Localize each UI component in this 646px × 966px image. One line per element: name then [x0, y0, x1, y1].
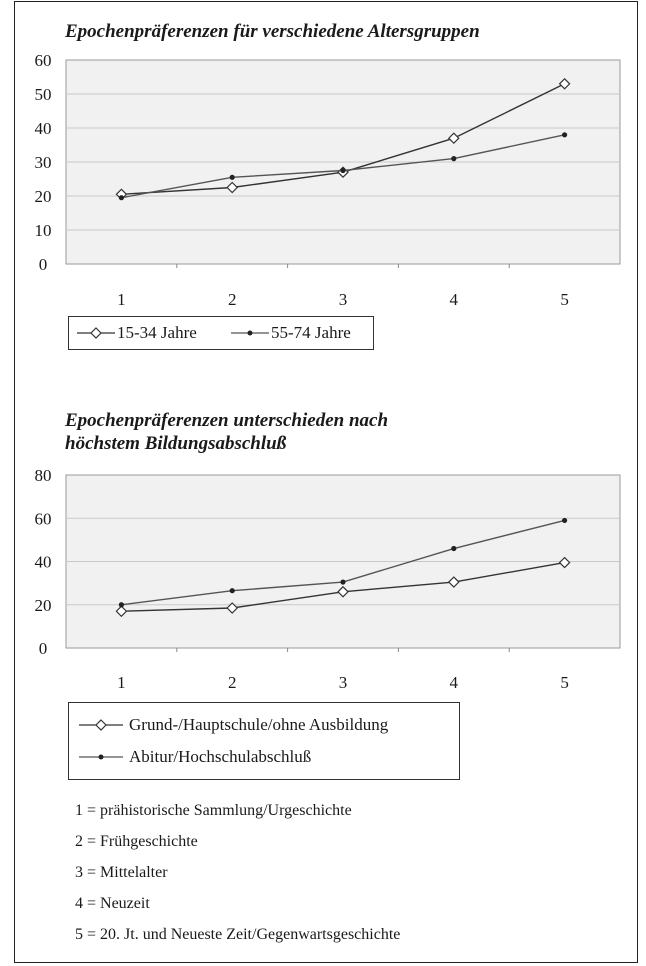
chart1-plot: 0 10 20 30 40 50 60 1 2 3 4 5: [35, 51, 621, 309]
chart2-series-2-point: [562, 517, 568, 524]
chart1-legend-label-1: 15-34 Jahre: [117, 323, 197, 342]
note-2: 2 = Frühgeschichte: [75, 833, 198, 850]
note-3: 3 = Mittelalter: [75, 864, 168, 881]
chart2-legend-item-2: Abitur/Hochschulabschluß: [77, 747, 311, 767]
chart2-x-tick-label: 3: [339, 673, 348, 692]
chart1-x-tick-label: 5: [560, 290, 569, 309]
chart2-plot: 0 20 40 60 80 1 2 3 4 5: [35, 466, 621, 692]
chart2-x-tick-label: 4: [450, 673, 459, 692]
chart1-series-1-point: [558, 77, 571, 90]
chart1-x-tick-label: 3: [339, 290, 348, 309]
chart1-x-tick-label: 2: [228, 290, 237, 309]
chart1-series-2-point: [562, 132, 568, 138]
chart2-x-tick-label: 1: [117, 673, 126, 692]
chart1-y-tick-label: 20: [35, 187, 52, 206]
chart2-y-tick-label: 80: [35, 466, 52, 485]
chart1-y-tick-label: 40: [35, 119, 52, 138]
chart2-series-1-point: [115, 605, 128, 618]
chart2-series-1-point: [337, 585, 349, 598]
figure-frame: [14, 1, 638, 963]
chart2-series-2-point: [118, 602, 124, 608]
chart1-legend-item-2: 55-74 Jahre: [229, 323, 351, 343]
diamond-marker-icon: [79, 719, 123, 731]
chart2-series-2-point: [340, 579, 346, 585]
chart1-y-tick-label: 10: [35, 221, 52, 240]
chart1-legend-item-1: 15-34 Jahre: [75, 323, 197, 343]
chart2-series-2-point: [451, 545, 457, 552]
chart2-y-tick-label: 40: [35, 553, 52, 572]
chart1-y-tick-label: 60: [35, 51, 52, 70]
chart2-series-2-point: [229, 588, 235, 594]
note-1: 1 = prähistorische Sammlung/Urgeschichte: [75, 802, 352, 819]
chart1-series-1-point: [447, 132, 460, 145]
dot-marker-icon: [79, 754, 123, 760]
chart2-legend-label-2: Abitur/Hochschulabschluß: [129, 747, 312, 766]
chart2-legend-label-1: Grund-/Hauptschule/ohne Ausbildung: [129, 715, 389, 734]
chart2-x-tick-label: 5: [560, 673, 569, 692]
chart1-y-tick-label: 0: [39, 255, 48, 274]
chart2-x-tick-label: 2: [228, 673, 237, 692]
chart1-series-2-point: [451, 156, 457, 162]
chart1-x-tick-label: 4: [450, 290, 459, 309]
category-legend-notes: 1 = prähistorische Sammlung/Urgeschichte…: [75, 800, 400, 955]
chart2-y-tick-label: 0: [39, 639, 48, 658]
chart1-series-2-point: [118, 195, 124, 201]
chart1-y-tick-label: 50: [35, 85, 52, 104]
chart1-series-1-point: [226, 181, 239, 194]
chart1-title: Epochenpräferenzen für verschiedene Alte…: [65, 21, 480, 42]
note-5: 5 = 20. Jt. und Neueste Zeit/Gegenwartsg…: [75, 926, 401, 943]
chart2-title: Epochenpräferenzen unterschieden nach hö…: [65, 410, 389, 454]
chart2-series-1-point: [558, 556, 571, 569]
chart1-legend-label-2: 55-74 Jahre: [271, 323, 351, 342]
chart2-y-tick-label: 60: [35, 509, 52, 528]
chart1-series-2-point: [229, 174, 235, 180]
diamond-marker-icon: [77, 327, 115, 339]
chart2-series-1-point: [447, 576, 460, 588]
chart1-y-tick-label: 30: [35, 153, 52, 172]
chart1-x-tick-label: 1: [117, 290, 126, 309]
note-4: 4 = Neuzeit: [75, 895, 150, 912]
chart2-legend-item-1: Grund-/Hauptschule/ohne Ausbildung: [77, 715, 388, 735]
chart1-series-2-point: [340, 167, 346, 174]
chart2-y-tick-label: 20: [35, 596, 52, 615]
chart2-series-1-point: [226, 602, 239, 614]
chart1-legend: 15-34 Jahre 55-74 Jahre: [68, 316, 374, 350]
dot-marker-icon: [231, 330, 269, 336]
chart2-legend: Grund-/Hauptschule/ohne Ausbildung Abitu…: [68, 702, 460, 780]
